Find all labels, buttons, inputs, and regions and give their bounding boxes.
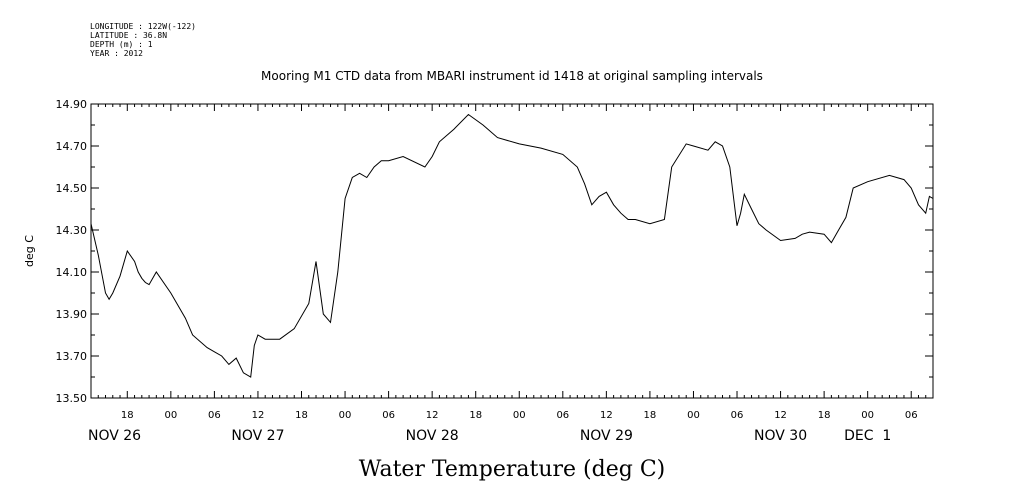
latitude-label: LATITUDE : 36.8N [90, 31, 168, 40]
chart-title: Mooring M1 CTD data from MBARI instrumen… [261, 69, 763, 83]
longitude-label: LONGITUDE : 122W(-122) [90, 22, 196, 31]
x-hour-tick-label: 12 [426, 410, 439, 421]
x-hour-tick-label: 00 [861, 410, 874, 421]
x-hour-tick-label: 00 [687, 410, 700, 421]
x-hour-tick-label: 06 [731, 410, 744, 421]
x-hour-tick-label: 18 [469, 410, 482, 421]
x-hour-tick-label: 18 [818, 410, 831, 421]
x-hour-tick-label: 06 [905, 410, 918, 421]
x-hour-tick-label: 12 [774, 410, 787, 421]
x-hour-tick-label: 06 [382, 410, 395, 421]
x-day-tick-label: NOV 28 [406, 428, 459, 444]
y-tick-label: 14.90 [56, 98, 88, 111]
x-day-tick-label: NOV 27 [231, 428, 284, 444]
x-hour-tick-label: 12 [252, 410, 265, 421]
depth-label: DEPTH (m) : 1 [90, 40, 153, 49]
y-axis-label: deg C [23, 235, 36, 267]
x-hour-tick-label: 00 [339, 410, 352, 421]
y-tick-label: 13.70 [56, 350, 88, 363]
x-hour-tick-label: 18 [295, 410, 308, 421]
x-hour-tick-label: 06 [208, 410, 221, 421]
x-axis: 18 00 06 12 18 00 06 12 18 00 06 12 18 00 06 12 18 00 06 NO… [88, 104, 927, 444]
x-day-tick-label: NOV 30 [754, 428, 807, 444]
x-day-tick-label: NOV 29 [580, 428, 633, 444]
x-day-tick-label: DEC 1 [844, 428, 891, 444]
y-axis: 13.50 13.70 13.90 14.10 14.30 14.50 14.70 14.90 [56, 98, 933, 405]
x-hour-tick-label: 18 [121, 410, 134, 421]
y-tick-label: 14.30 [56, 224, 88, 237]
x-hour-tick-label: 00 [164, 410, 177, 421]
year-label: YEAR : 2012 [90, 49, 143, 58]
y-tick-label: 14.50 [56, 182, 88, 195]
x-day-tick-label: NOV 26 [88, 428, 141, 444]
y-tick-label: 13.50 [56, 392, 88, 405]
x-hour-tick-label: 06 [556, 410, 569, 421]
y-tick-label: 14.10 [56, 266, 88, 279]
x-hour-tick-label: 12 [600, 410, 613, 421]
bottom-title: Water Temperature (deg C) [359, 457, 666, 482]
y-tick-label: 13.90 [56, 308, 88, 321]
series-line-water-temperature [90, 113, 934, 378]
x-hour-tick-label: 00 [513, 410, 526, 421]
x-hour-tick-label: 18 [644, 410, 657, 421]
y-tick-label: 14.70 [56, 140, 88, 153]
